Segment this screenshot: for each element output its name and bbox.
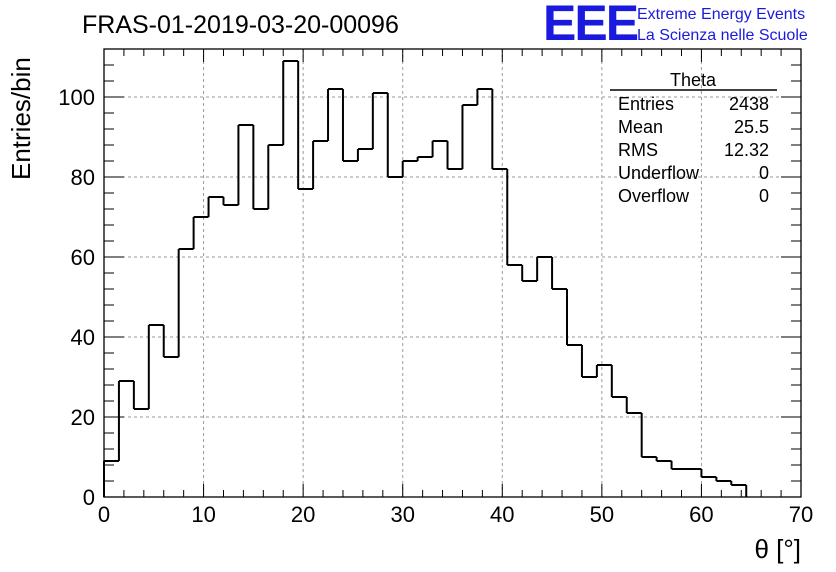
stats-row-label: RMS [618, 140, 658, 160]
stats-row-label: Overflow [618, 186, 690, 206]
x-tick-label: 0 [98, 502, 110, 527]
y-tick-label: 80 [71, 165, 95, 190]
plot-frame [103, 48, 802, 498]
eee-logo-mark: EEE [543, 0, 638, 51]
y-axis-label: Entries/bin [6, 57, 36, 180]
y-tick-label: 20 [71, 405, 95, 430]
stats-box: Theta Entries 2438 Mean 25.5 RMS 12.32 Underfl… [610, 70, 777, 206]
stats-row-label: Mean [618, 117, 663, 137]
y-tick-label: 100 [58, 85, 95, 110]
stats-row-value: 2438 [729, 94, 769, 114]
x-tick-label: 20 [291, 502, 315, 527]
logo-line-2: La Scienza nelle Scuole [637, 27, 808, 44]
x-tick-label: 10 [191, 502, 215, 527]
chart-title: FRAS-01-2019-03-20-00096 [82, 11, 399, 39]
stats-name: Theta [670, 70, 717, 90]
x-tick-label: 30 [390, 502, 414, 527]
y-tick-label: 0 [83, 485, 95, 510]
stats-row-value: 0 [759, 186, 769, 206]
grid [104, 49, 801, 497]
x-axis-label: θ [°] [754, 534, 801, 564]
x-tick-label: 70 [789, 502, 813, 527]
stats-row-value: 25.5 [734, 117, 769, 137]
stats-row-value: 0 [759, 163, 769, 183]
x-tick-label: 60 [689, 502, 713, 527]
stats-row-label: Underflow [618, 163, 700, 183]
y-tick-label: 40 [71, 325, 95, 350]
y-tick-label: 60 [71, 245, 95, 270]
stats-row-value: 12.32 [724, 140, 769, 160]
logo-line-1: Extreme Energy Events [637, 6, 805, 23]
x-axis: 0 10 20 30 40 50 60 70 [98, 49, 813, 527]
y-axis: 0 20 40 60 80 100 [58, 48, 801, 510]
stats-rows: Entries 2438 Mean 25.5 RMS 12.32 Underflow 0 Ove… [618, 94, 769, 206]
x-tick-label: 40 [490, 502, 514, 527]
x-tick-label: 50 [590, 502, 614, 527]
stats-row-label: Entries [618, 94, 674, 114]
eee-logo: EEE Extreme Energy Events La Scienza nel… [543, 0, 808, 51]
